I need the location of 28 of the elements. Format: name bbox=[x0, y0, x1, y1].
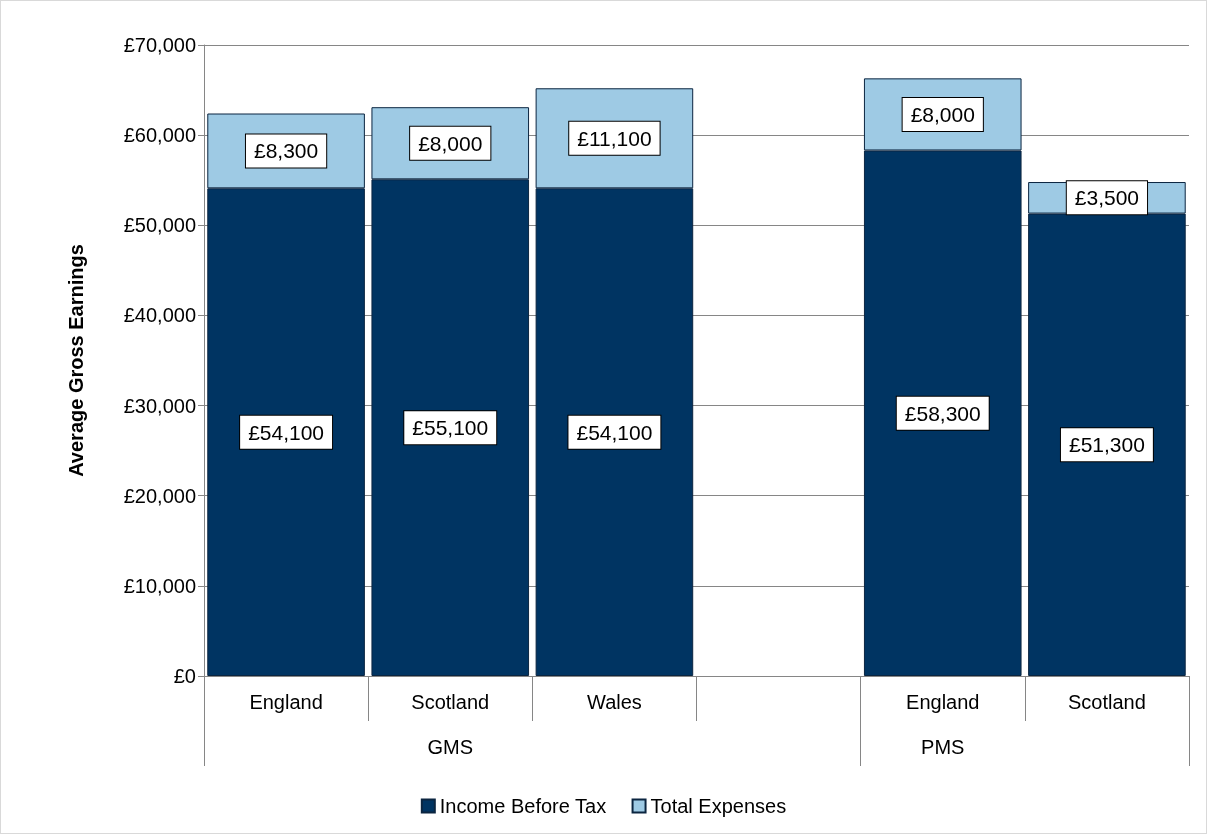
y-tick-label: £30,000 bbox=[123, 394, 196, 417]
data-label: £11,100 bbox=[577, 126, 652, 150]
text: GMS bbox=[427, 736, 474, 758]
x-tick-label: Scotland bbox=[1067, 691, 1146, 713]
text: PMS bbox=[921, 736, 965, 758]
y-axis-title: Average Gross Earnings bbox=[65, 244, 87, 477]
y-tick-label: £40,000 bbox=[123, 304, 196, 327]
y-tick-label: £50,000 bbox=[123, 214, 196, 237]
data-label: £54,100 bbox=[248, 420, 325, 444]
data-label: £54,100 bbox=[576, 420, 653, 444]
data-label: £8,000 bbox=[910, 102, 975, 126]
data-label: £8,000 bbox=[418, 131, 483, 155]
data-label: £8,300 bbox=[253, 139, 319, 163]
x-tick-label: England bbox=[906, 691, 980, 713]
data-label: £55,100 bbox=[412, 416, 489, 440]
data-label: £51,300 bbox=[1068, 433, 1145, 457]
legend-label: Total Expenses bbox=[650, 795, 787, 817]
x-tick-label: Scotland bbox=[411, 691, 490, 713]
y-tick-label: £0 bbox=[173, 665, 196, 687]
y-tick-label: £70,000 bbox=[123, 34, 196, 56]
data-label: £3,500 bbox=[1074, 186, 1140, 210]
y-tick-label: £10,000 bbox=[123, 574, 196, 597]
y-tick-label: £20,000 bbox=[123, 484, 196, 507]
data-label: £58,300 bbox=[904, 401, 981, 425]
legend-label: Income Before Tax bbox=[439, 795, 607, 817]
x-tick-label: England bbox=[249, 691, 323, 713]
x-tick-label: Wales bbox=[587, 691, 642, 713]
y-tick-label: £60,000 bbox=[123, 124, 196, 147]
